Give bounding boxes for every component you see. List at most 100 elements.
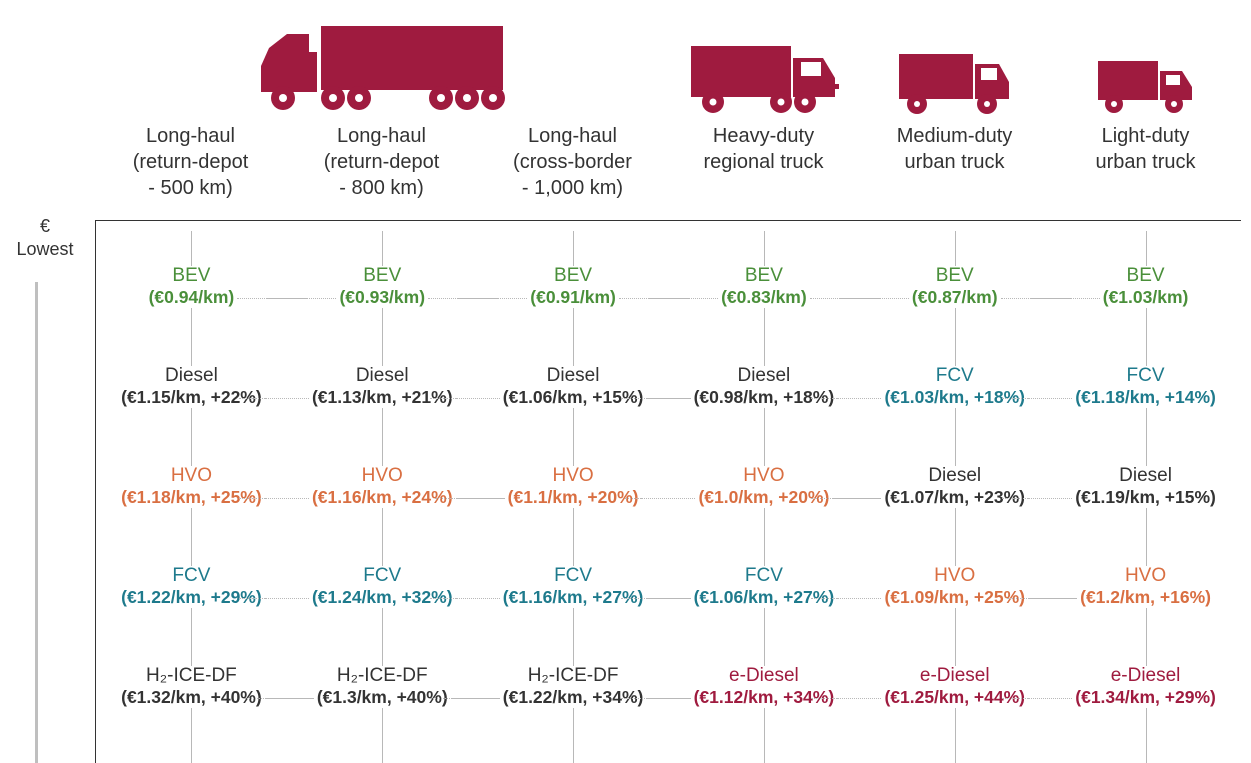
rank-entry: FCV(€1.24/km, +32%)	[287, 566, 478, 608]
fuel-value: (€1.16/km, +24%)	[309, 487, 456, 508]
fuel-value: (€0.94/km)	[146, 287, 238, 308]
rank-entry: FCV(€1.06/km, +27%)	[668, 566, 859, 608]
rank-entry: BEV(€0.93/km)	[287, 266, 478, 308]
rank-entry: BEV(€1.03/km)	[1050, 266, 1241, 308]
rank-entry: BEV(€0.83/km)	[668, 266, 859, 308]
rank-entry: HVO(€1.16/km, +24%)	[287, 466, 478, 508]
fuel-value: (€1.15/km, +22%)	[118, 387, 265, 408]
fuel-value: (€1.06/km, +27%)	[691, 587, 838, 608]
rank-entry: H₂-ICE-DF(€1.32/km, +40%)	[96, 666, 287, 708]
fuel-value: (€1.03/km, +18%)	[881, 387, 1028, 408]
fuel-value: (€1.0/km, +20%)	[695, 487, 832, 508]
fuel-value: (€1.34/km, +29%)	[1072, 687, 1219, 708]
fuel-name: HVO	[359, 466, 406, 487]
header-light: Light-duty urban truck	[1050, 123, 1241, 201]
fuel-value: (€1.32/km, +40%)	[118, 687, 265, 708]
fuel-value: (€1.24/km, +32%)	[309, 587, 456, 608]
fuel-name: HVO	[1122, 566, 1169, 587]
fuel-name: e-Diesel	[726, 666, 802, 687]
fuel-name: BEV	[742, 266, 786, 287]
fuel-value: (€1.19/km, +15%)	[1072, 487, 1219, 508]
fuel-value: (€1.06/km, +15%)	[500, 387, 647, 408]
axis-lowest: Lowest	[16, 239, 73, 259]
rank-entry: e-Diesel(€1.25/km, +44%)	[859, 666, 1050, 708]
fuel-value: (€1.2/km, +16%)	[1077, 587, 1214, 608]
rank-entry: Diesel(€1.15/km, +22%)	[96, 366, 287, 408]
rank-entry: HVO(€1.1/km, +20%)	[478, 466, 669, 508]
fuel-name: FCV	[933, 366, 977, 387]
rank-entry: HVO(€1.0/km, +20%)	[668, 466, 859, 508]
fuel-name: e-Diesel	[917, 666, 993, 687]
axis-label: € Lowest	[0, 215, 90, 262]
rank-entry: FCV(€1.16/km, +27%)	[478, 566, 669, 608]
fuel-value: (€0.91/km)	[527, 287, 619, 308]
rank-entry: Diesel(€1.19/km, +15%)	[1050, 466, 1241, 508]
fuel-value: (€1.18/km, +25%)	[118, 487, 265, 508]
fuel-name: FCV	[169, 566, 213, 587]
chart-body: BEV(€0.94/km)Diesel(€1.15/km, +22%)HVO(€…	[95, 220, 1241, 763]
fuel-value: (€1.16/km, +27%)	[500, 587, 647, 608]
column-headers: Long-haul (return-depot - 500 km) Long-h…	[95, 123, 1241, 201]
light-truck-icon	[1050, 0, 1241, 120]
fuel-value: (€1.22/km, +34%)	[500, 687, 647, 708]
rank-entry: e-Diesel(€1.34/km, +29%)	[1050, 666, 1241, 708]
fuel-value: (€0.87/km)	[909, 287, 1001, 308]
fuel-value: (€1.18/km, +14%)	[1072, 387, 1219, 408]
column-lh1000: BEV(€0.91/km)Diesel(€1.06/km, +15%)HVO(€…	[478, 221, 669, 763]
fuel-name: BEV	[360, 266, 404, 287]
fuel-name: BEV	[933, 266, 977, 287]
fuel-name: BEV	[1124, 266, 1168, 287]
fuel-name: Diesel	[353, 366, 412, 387]
fuel-value: (€1.22/km, +29%)	[118, 587, 265, 608]
truck-icons-row	[95, 0, 1241, 120]
fuel-name: HVO	[549, 466, 596, 487]
rank-entry: Diesel(€0.98/km, +18%)	[668, 366, 859, 408]
rank-entry: Diesel(€1.06/km, +15%)	[478, 366, 669, 408]
fuel-value: (€1.07/km, +23%)	[881, 487, 1028, 508]
rank-entry: Diesel(€1.13/km, +21%)	[287, 366, 478, 408]
rank-entry: BEV(€0.87/km)	[859, 266, 1050, 308]
fuel-value: (€1.09/km, +25%)	[881, 587, 1028, 608]
fuel-name: Diesel	[1116, 466, 1175, 487]
fuel-name: Diesel	[925, 466, 984, 487]
header-lh500: Long-haul (return-depot - 500 km)	[95, 123, 286, 201]
fuel-name: Diesel	[162, 366, 221, 387]
fuel-value: (€1.03/km)	[1100, 287, 1192, 308]
fuel-value: (€1.1/km, +20%)	[505, 487, 642, 508]
rank-entry: BEV(€0.94/km)	[96, 266, 287, 308]
rank-entry: BEV(€0.91/km)	[478, 266, 669, 308]
rank-entry: HVO(€1.2/km, +16%)	[1050, 566, 1241, 608]
axis-currency: €	[40, 216, 50, 236]
rank-entry: FCV(€1.18/km, +14%)	[1050, 366, 1241, 408]
medium-truck-icon	[859, 0, 1050, 120]
fuel-value: (€1.25/km, +44%)	[881, 687, 1028, 708]
fuel-name: BEV	[551, 266, 595, 287]
fuel-name: BEV	[169, 266, 213, 287]
column-heavy: BEV(€0.83/km)Diesel(€0.98/km, +18%)HVO(€…	[668, 221, 859, 763]
fuel-name: H₂-ICE-DF	[143, 666, 240, 687]
fuel-name: e-Diesel	[1108, 666, 1184, 687]
fuel-name: FCV	[1124, 366, 1168, 387]
rank-entry: Diesel(€1.07/km, +23%)	[859, 466, 1050, 508]
fuel-name: HVO	[740, 466, 787, 487]
rank-entry: HVO(€1.18/km, +25%)	[96, 466, 287, 508]
header-medium: Medium-duty urban truck	[859, 123, 1050, 201]
rank-entry: FCV(€1.03/km, +18%)	[859, 366, 1050, 408]
column-lh500: BEV(€0.94/km)Diesel(€1.15/km, +22%)HVO(€…	[96, 221, 287, 763]
fuel-name: FCV	[742, 566, 786, 587]
fuel-name: HVO	[168, 466, 215, 487]
rank-entry: HVO(€1.09/km, +25%)	[859, 566, 1050, 608]
fuel-name: H₂-ICE-DF	[334, 666, 431, 687]
fuel-value: (€0.83/km)	[718, 287, 810, 308]
rank-entry: e-Diesel(€1.12/km, +34%)	[668, 666, 859, 708]
rank-entry: H₂-ICE-DF(€1.22/km, +34%)	[478, 666, 669, 708]
header-lh800: Long-haul (return-depot - 800 km)	[286, 123, 477, 201]
fuel-name: H₂-ICE-DF	[525, 666, 622, 687]
header-heavy: Heavy-duty regional truck	[668, 123, 859, 201]
heavy-truck-icon	[668, 0, 859, 120]
column-lh800: BEV(€0.93/km)Diesel(€1.13/km, +21%)HVO(€…	[287, 221, 478, 763]
column-medium: BEV(€0.87/km)FCV(€1.03/km, +18%)Diesel(€…	[859, 221, 1050, 763]
axis-bar	[35, 282, 38, 763]
header-lh1000: Long-haul (cross-border - 1,000 km)	[477, 123, 668, 201]
fuel-name: FCV	[551, 566, 595, 587]
